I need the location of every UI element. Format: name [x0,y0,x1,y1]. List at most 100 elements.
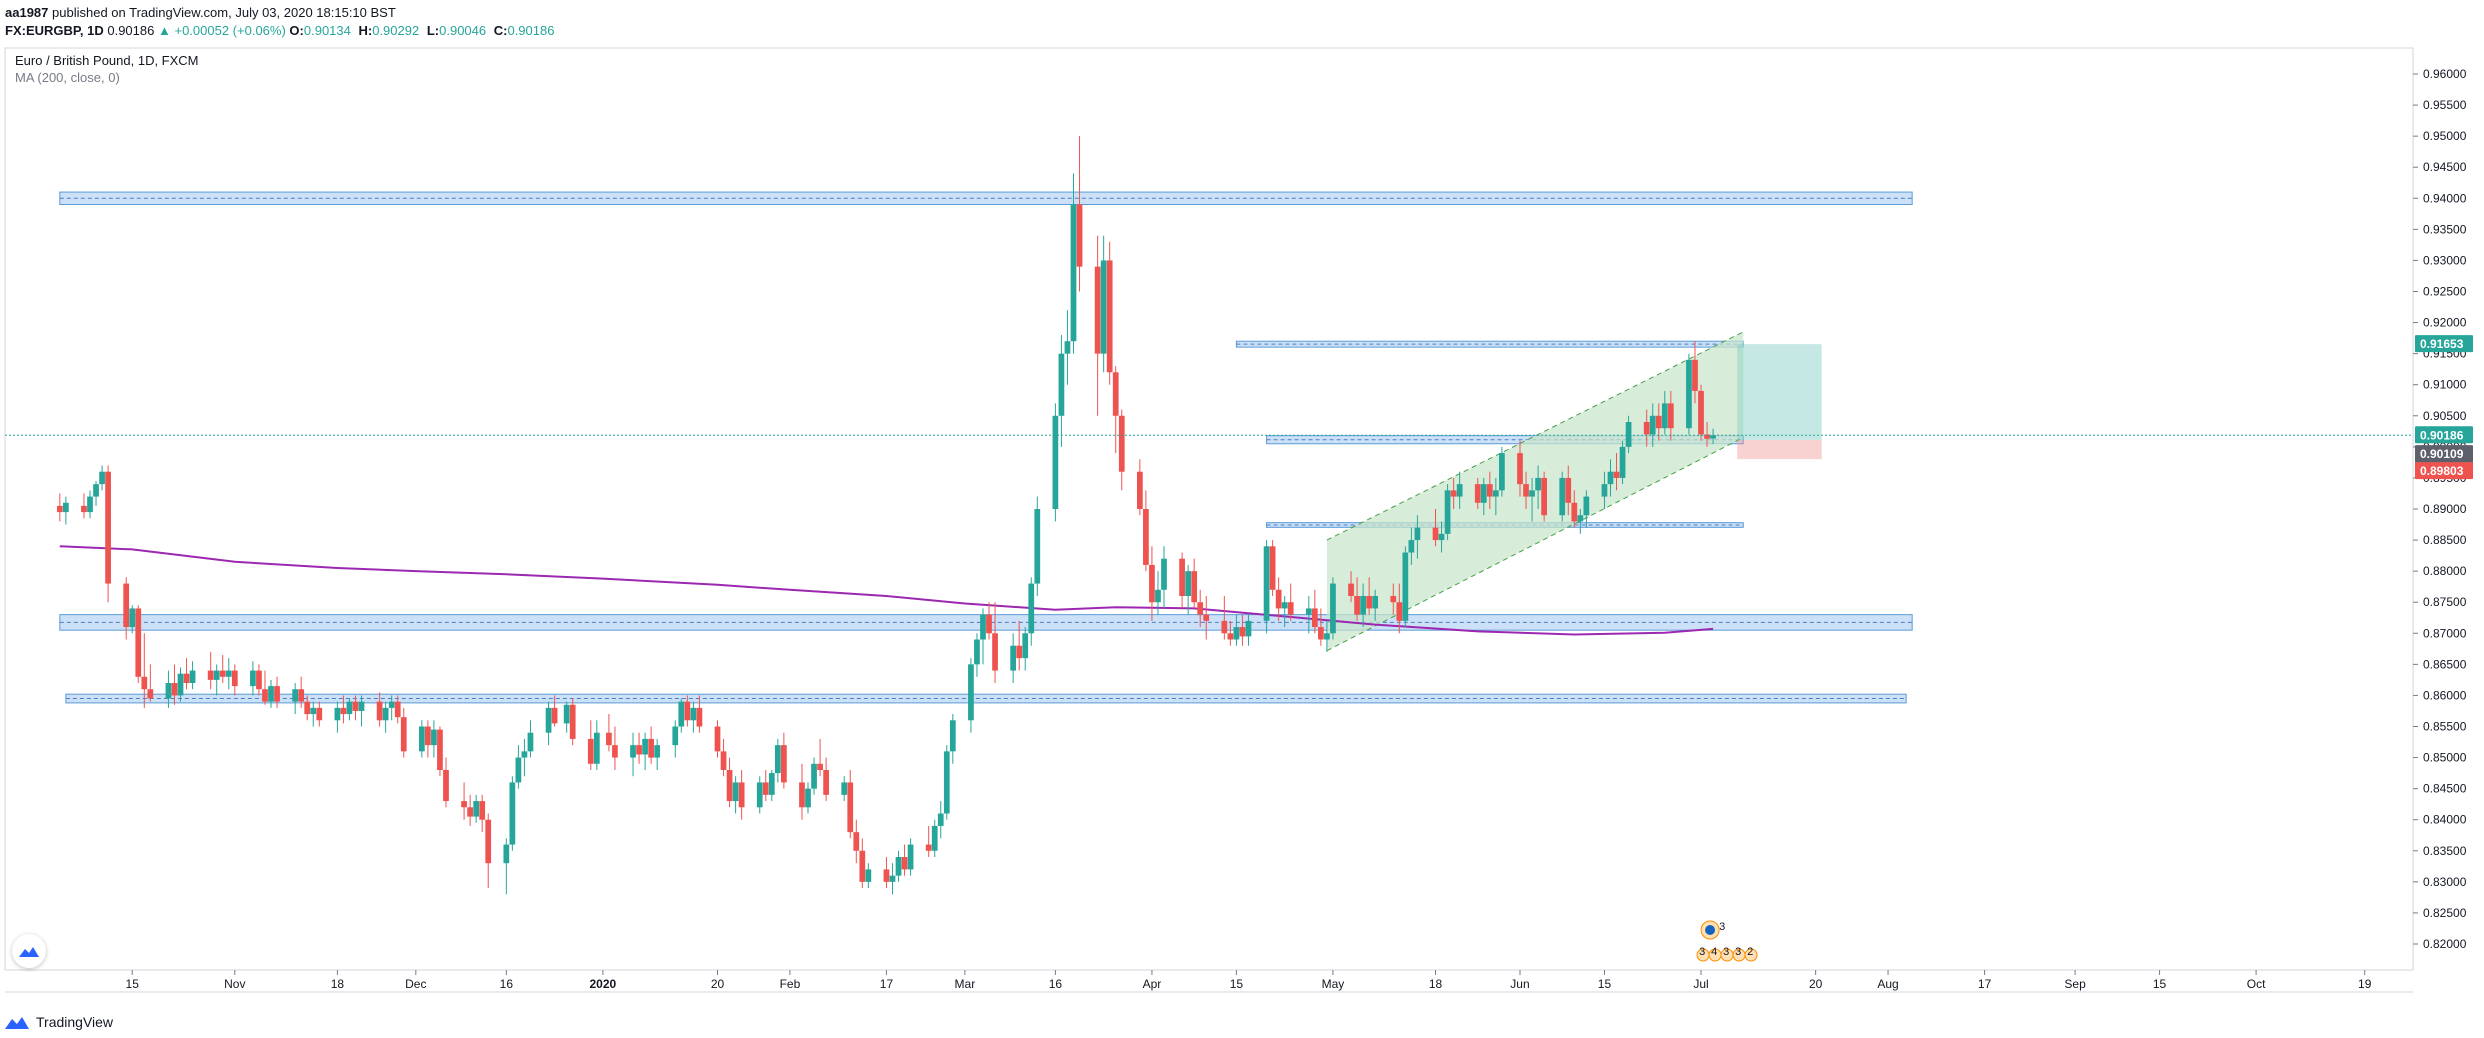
candle-body [1324,633,1330,640]
candle-body [1667,403,1674,429]
candle-body [509,782,516,845]
candle-body [165,683,172,699]
candle [183,658,190,690]
candle [316,701,323,727]
candle-body [207,670,214,680]
candle-body [1233,627,1240,640]
x-axis-tick-label: Apr [1143,977,1162,991]
y-axis-tick-label: 0.82500 [2423,906,2467,920]
candle [1432,509,1439,547]
candle-body [1655,415,1662,429]
x-axis-tick-label: Dec [405,977,426,991]
candle [1583,490,1590,528]
candle [334,701,341,733]
candle [606,714,612,752]
x-axis-tick-label: 17 [1978,977,1992,991]
candle-body [425,726,431,746]
candle-body [292,689,299,702]
candle-body [1281,602,1288,609]
candle-body [171,683,178,696]
y-axis-tick-label: 0.86000 [2423,688,2467,702]
candle-body [1263,546,1270,621]
candle-body [569,704,576,739]
candle [781,732,787,789]
candle [376,692,383,727]
candle-body [388,701,395,708]
candle-body [1613,471,1620,478]
candle-body [87,496,93,513]
candle [1161,546,1167,609]
candle [1372,589,1379,621]
candle [654,738,661,770]
candle-body [648,738,655,758]
candle-body [1366,596,1373,609]
candle-body [418,726,425,752]
y-axis-tick-label: 0.95500 [2423,98,2467,112]
candle-body [1058,353,1065,416]
candle [1016,620,1023,671]
candle-body [1094,266,1101,354]
candle-body [968,664,974,721]
candle-body [262,689,268,702]
candle-body [1619,446,1626,478]
candle [1686,353,1692,435]
candle [738,770,745,820]
candle-body [1052,415,1059,509]
candle-body [93,484,99,497]
candle-body [1704,434,1710,439]
candle [1613,453,1620,491]
candle [1311,589,1318,634]
legend-indicator[interactable]: MA (200, close, 0) [15,70,120,85]
candle [1185,564,1192,615]
candle-body [684,701,691,721]
candle-body [1191,571,1198,603]
candle-body [1070,204,1077,342]
ascending-channel [1326,331,1744,651]
price-label-tag [2415,335,2473,353]
candle-body [1155,589,1161,603]
candle-body [123,583,130,628]
candle [943,745,950,820]
tradingview-badge[interactable] [12,934,46,968]
y-axis-tick-label: 0.85000 [2423,751,2467,765]
candle-body [1318,627,1324,640]
x-axis-tick-label: Aug [1877,977,1898,991]
candle-body [1390,596,1397,603]
candle [418,720,425,758]
candle-body [732,782,739,802]
candle-body [400,717,407,752]
candle-body [1408,540,1415,553]
candle-body [437,729,443,770]
candle [1287,583,1294,621]
candle-body [485,819,492,864]
candle-body [937,813,944,826]
candle [527,720,534,758]
candle [1625,415,1632,454]
candle-body [889,875,896,882]
candle-body [1305,608,1312,615]
candle [141,633,148,708]
footer-brand[interactable]: TradingView [4,1010,113,1034]
candle-body [1499,453,1505,491]
candle-body [1649,415,1656,435]
candle-body [1112,372,1119,416]
tradingview-logo-icon [5,1017,29,1029]
candle [974,633,980,677]
candle-body [382,707,389,721]
author-name[interactable]: aa1987 [5,5,49,20]
candle [817,738,823,777]
candle [1619,440,1626,485]
candle [1571,490,1578,528]
candle [895,850,902,882]
channel-upper-line [1326,331,1744,541]
candle-body [316,707,323,721]
candle [1106,241,1113,385]
candle-body [895,857,902,876]
candle-body [853,832,860,851]
candle-body [1414,527,1421,541]
candle-body [1143,509,1149,565]
candle-body [1311,608,1318,628]
symbol-ohlc-line: FX:EURGBP, 1D 0.90186 ▲ +0.00052 (+0.06%… [5,21,558,41]
y-axis-tick-label: 0.89000 [2423,502,2467,516]
